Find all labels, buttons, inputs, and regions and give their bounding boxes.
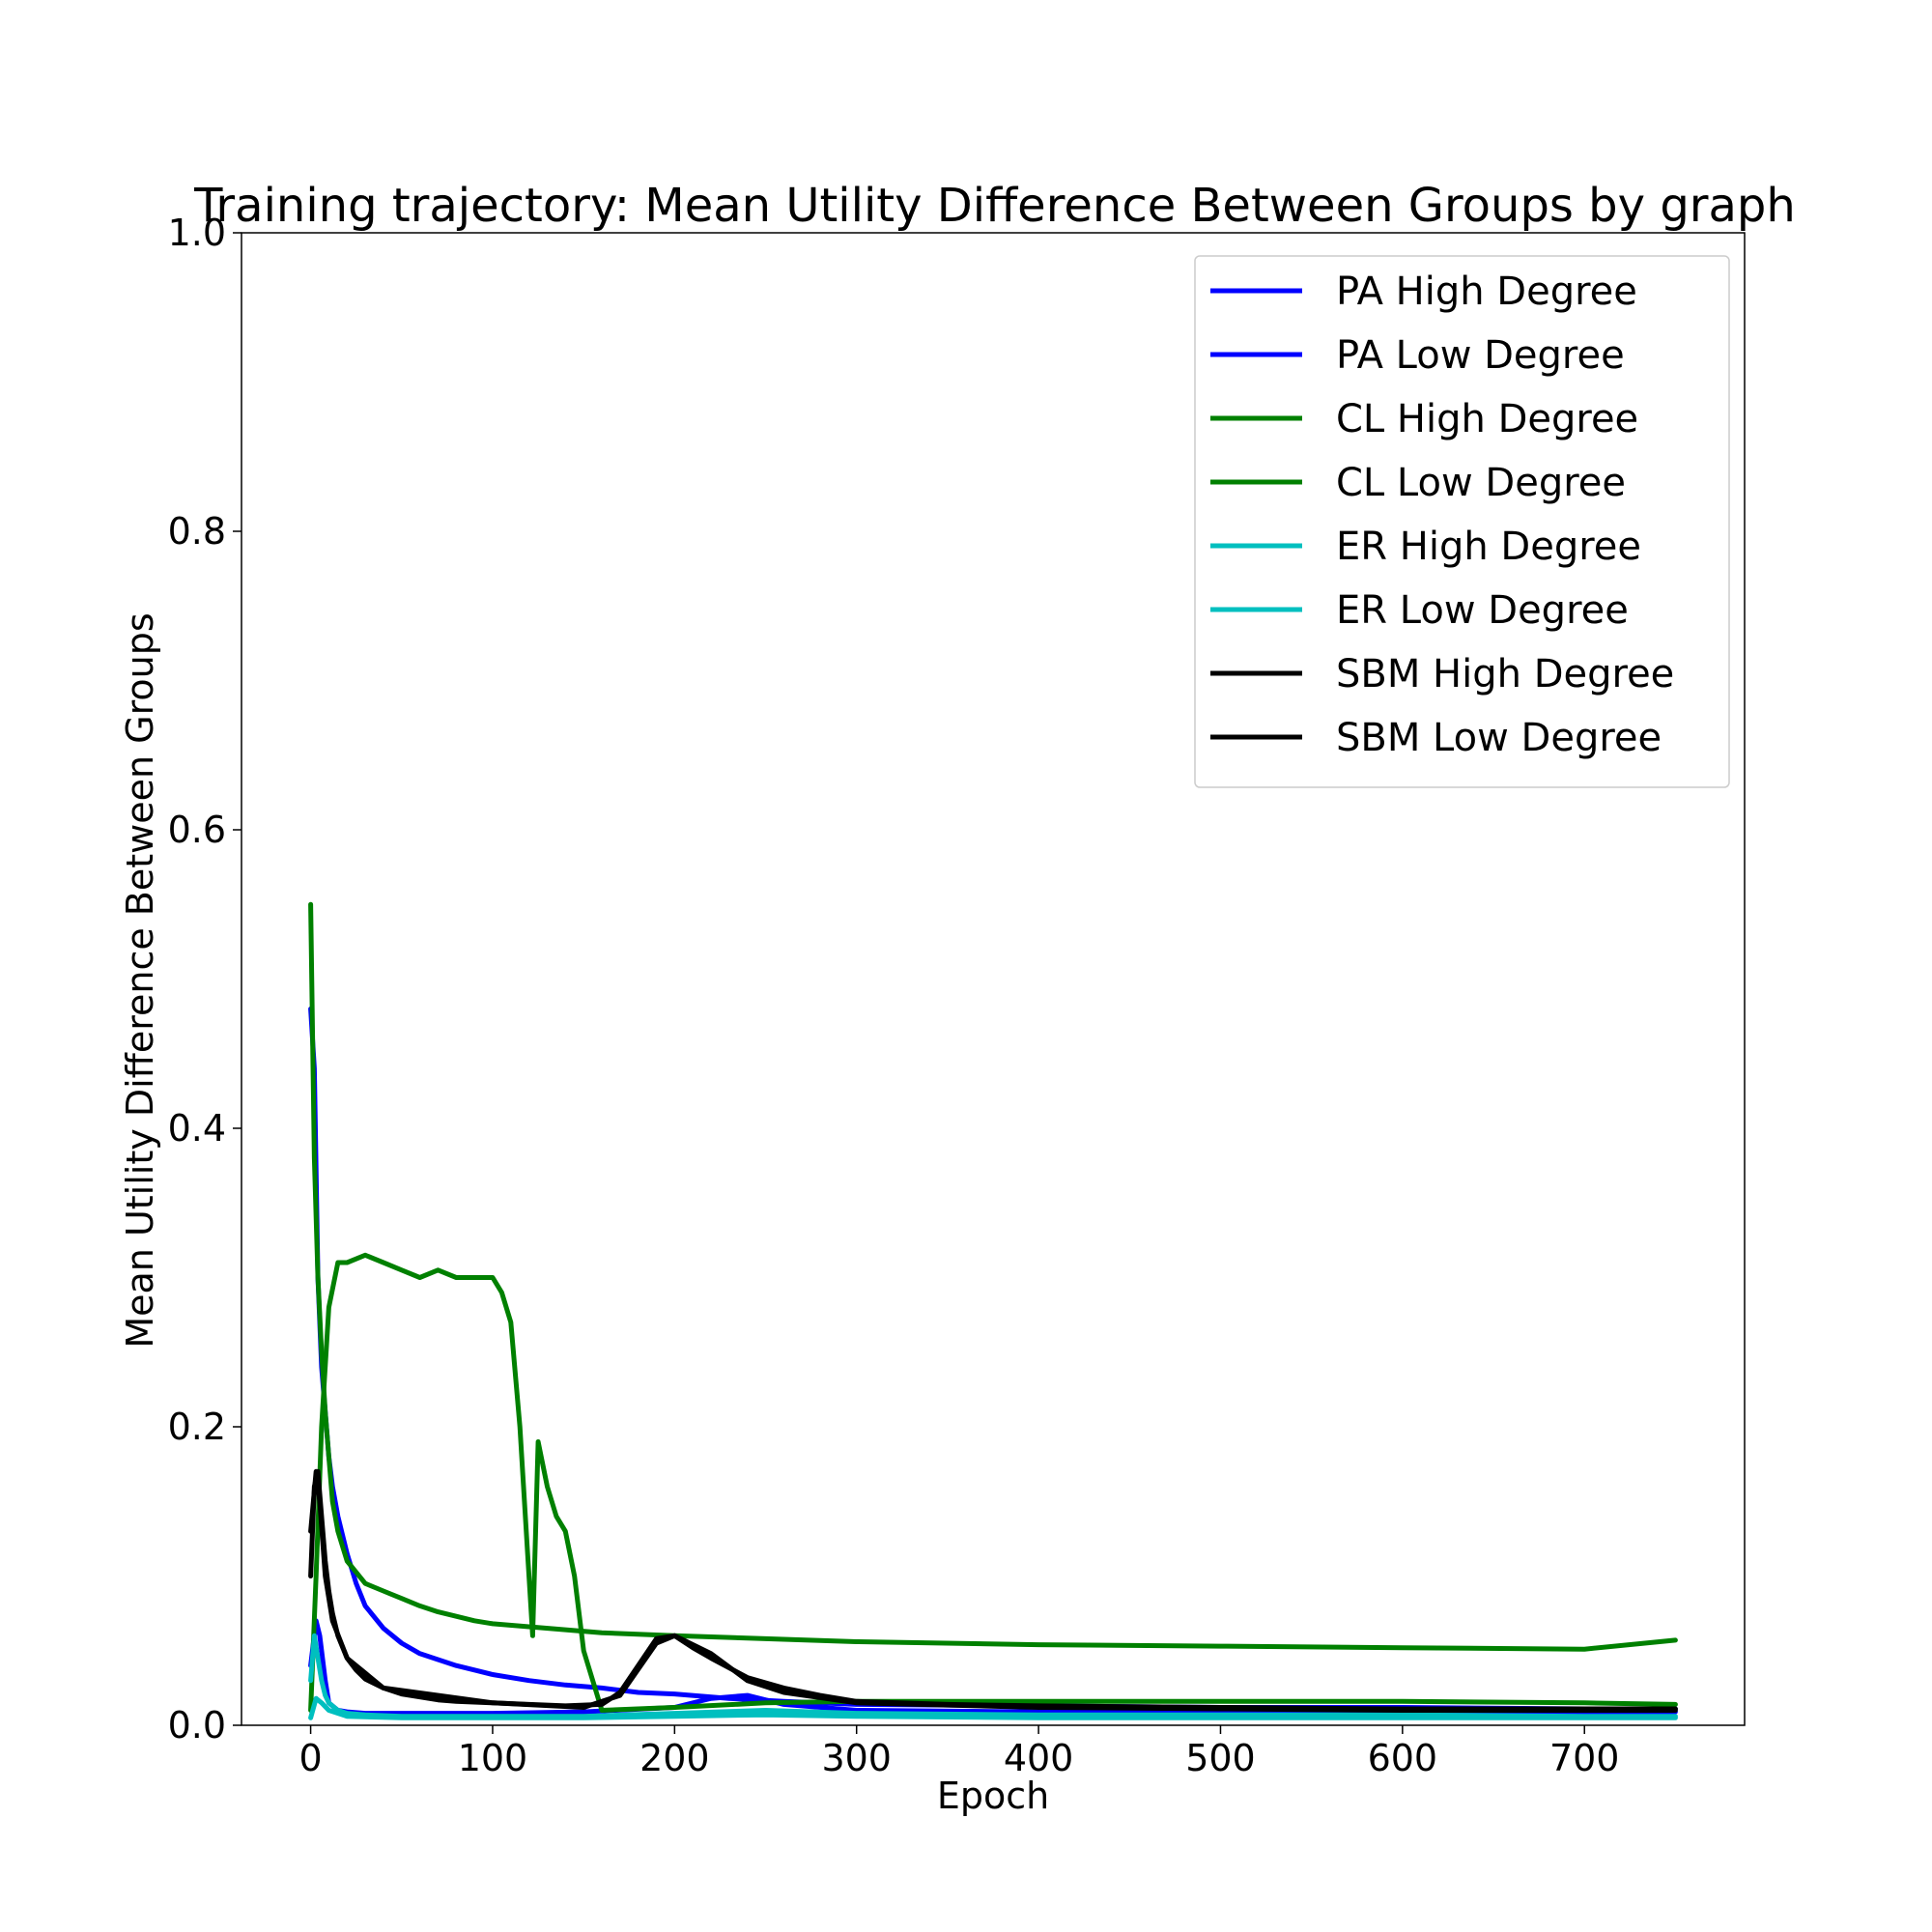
x-tick-label: 0 [298, 1737, 322, 1779]
legend-label: SBM Low Degree [1336, 716, 1662, 760]
series-line-pa-low-degree [308, 1618, 1678, 1717]
legend-label: PA Low Degree [1336, 333, 1625, 378]
plot-area [241, 232, 1746, 1726]
x-axis: 0 100 200 300 400 500 600 700 [298, 1725, 1619, 1779]
y-axis: 0.0 0.2 0.4 0.6 0.8 1.0 [168, 212, 242, 1747]
x-tick-label: 200 [639, 1737, 710, 1779]
y-tick-label: 0.8 [168, 510, 226, 553]
x-tick-label: 300 [821, 1737, 892, 1779]
legend-label: PA High Degree [1336, 270, 1637, 314]
axes-frame [241, 232, 1746, 1726]
chart-title: Training trajectory: Mean Utility Differ… [193, 179, 1796, 233]
series-line-cl-low-degree [308, 1252, 1678, 1713]
legend-box [1194, 255, 1730, 788]
legend-label: ER Low Degree [1336, 588, 1629, 633]
x-tick-label: 500 [1185, 1737, 1256, 1779]
x-tick-label: 400 [1004, 1737, 1074, 1779]
series-line-cl-high-degree [308, 901, 1678, 1652]
y-tick-label: 0.6 [168, 809, 226, 851]
x-tick-label: 700 [1549, 1737, 1620, 1779]
legend-label: CL High Degree [1336, 397, 1638, 441]
x-tick-label: 600 [1368, 1737, 1438, 1779]
y-tick-label: 0.2 [168, 1406, 226, 1448]
series-line-sbm-low-degree [308, 1468, 1678, 1713]
y-tick-label: 0.0 [168, 1704, 226, 1747]
x-axis-label: Epoch [937, 1775, 1049, 1817]
x-tick-label: 100 [458, 1737, 528, 1779]
y-tick-label: 0.4 [168, 1107, 226, 1150]
legend-label: SBM High Degree [1336, 652, 1674, 696]
y-tick-label: 1.0 [168, 212, 226, 254]
legend-label: ER High Degree [1336, 525, 1641, 569]
series-line-sbm-high-degree [308, 1468, 1678, 1712]
legend: PA High Degree PA Low Degree CL High Degre… [1194, 255, 1730, 788]
legend-label: CL Low Degree [1336, 461, 1626, 505]
y-axis-label: Mean Utility Difference Between Groups [119, 612, 161, 1348]
series-line-er-low-degree [308, 1695, 1678, 1720]
